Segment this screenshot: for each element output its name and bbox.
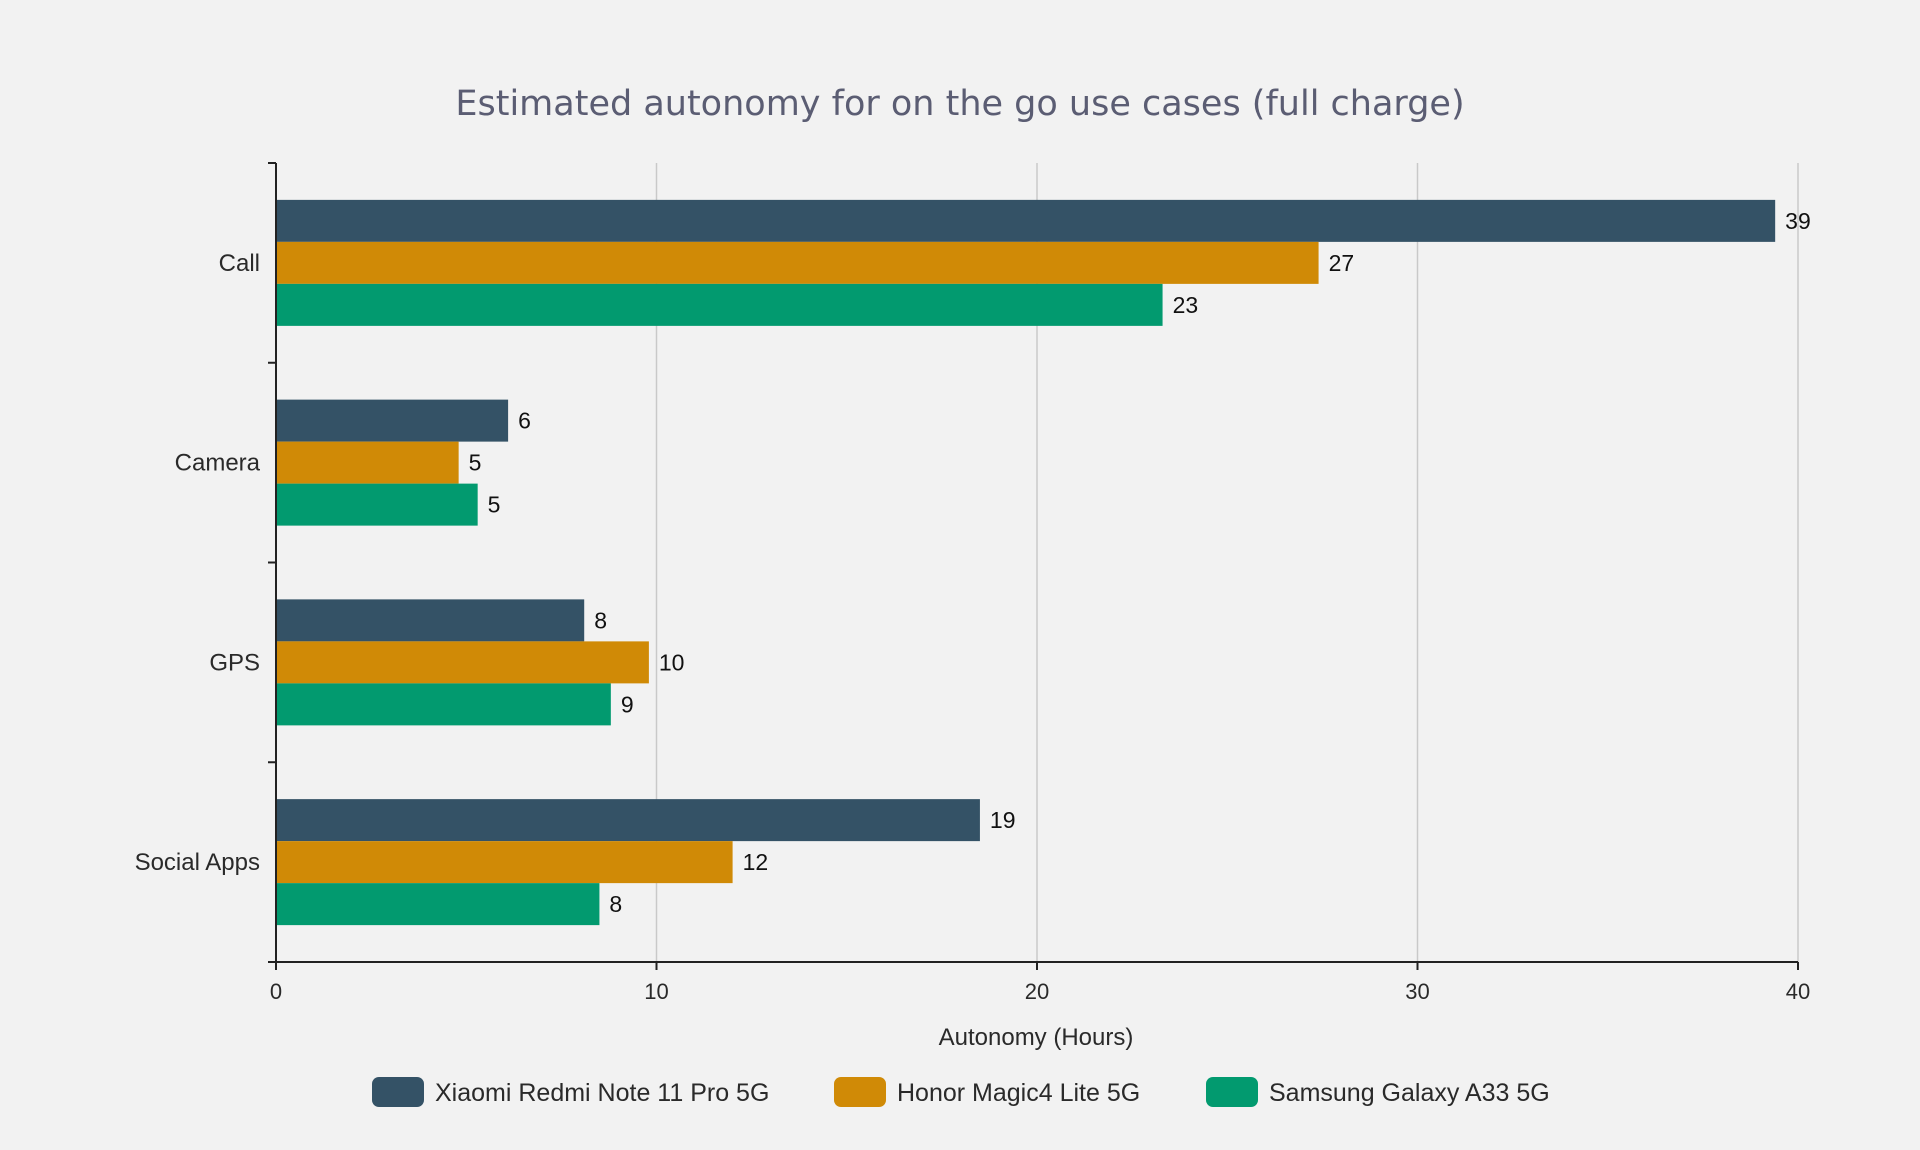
bar — [276, 883, 600, 926]
legend: Xiaomi Redmi Note 11 Pro 5G Honor Magic4 … — [372, 1077, 1550, 1107]
bar — [276, 641, 649, 684]
legend-swatch — [834, 1077, 886, 1107]
data-label: 8 — [609, 891, 622, 917]
bar — [276, 399, 509, 442]
bar — [276, 441, 459, 484]
legend-swatch — [1206, 1077, 1258, 1107]
data-label: 9 — [621, 691, 634, 717]
data-label: 23 — [1173, 292, 1199, 318]
x-tick-label: 40 — [1786, 979, 1810, 1004]
category-label: Social Apps — [135, 849, 260, 876]
bar — [276, 241, 1319, 284]
data-label: 8 — [594, 607, 607, 633]
bar — [276, 683, 611, 726]
data-label: 6 — [518, 408, 531, 434]
bar — [276, 841, 733, 884]
category-label: Call — [219, 250, 260, 277]
bar — [276, 483, 478, 526]
bar — [276, 199, 1776, 242]
legend-label: Honor Magic4 Lite 5G — [897, 1079, 1140, 1107]
bar — [276, 799, 980, 842]
labels: 0 10 20 30 40 Call 39 27 23 Camera 6 55 GPS 8 10 9 Socia… — [135, 208, 1811, 1004]
legend-swatch — [372, 1077, 424, 1107]
x-axis-title: Autonomy (Hours) — [939, 1024, 1134, 1051]
bar — [276, 599, 585, 642]
chart-title: Estimated autonomy for on the go use cas… — [455, 84, 1464, 124]
bar — [276, 283, 1163, 326]
bars — [276, 199, 1776, 926]
x-tick-label: 30 — [1405, 979, 1429, 1004]
data-label: 5 — [469, 450, 482, 476]
x-tick-label: 0 — [270, 979, 282, 1004]
legend-label: Samsung Galaxy A33 5G — [1269, 1079, 1550, 1107]
category-label: GPS — [209, 649, 260, 676]
data-label: 10 — [659, 649, 685, 675]
x-tick-label: 10 — [644, 979, 668, 1004]
x-tick-label: 20 — [1025, 979, 1049, 1004]
data-label: 27 — [1329, 250, 1355, 276]
category-label: Camera — [175, 450, 261, 477]
data-label: 39 — [1785, 208, 1811, 234]
data-label: 12 — [743, 849, 769, 875]
axes — [268, 162, 1799, 970]
legend-label: Xiaomi Redmi Note 11 Pro 5G — [435, 1079, 769, 1107]
data-label: 19 — [990, 807, 1016, 833]
data-label: 5 — [488, 492, 501, 518]
